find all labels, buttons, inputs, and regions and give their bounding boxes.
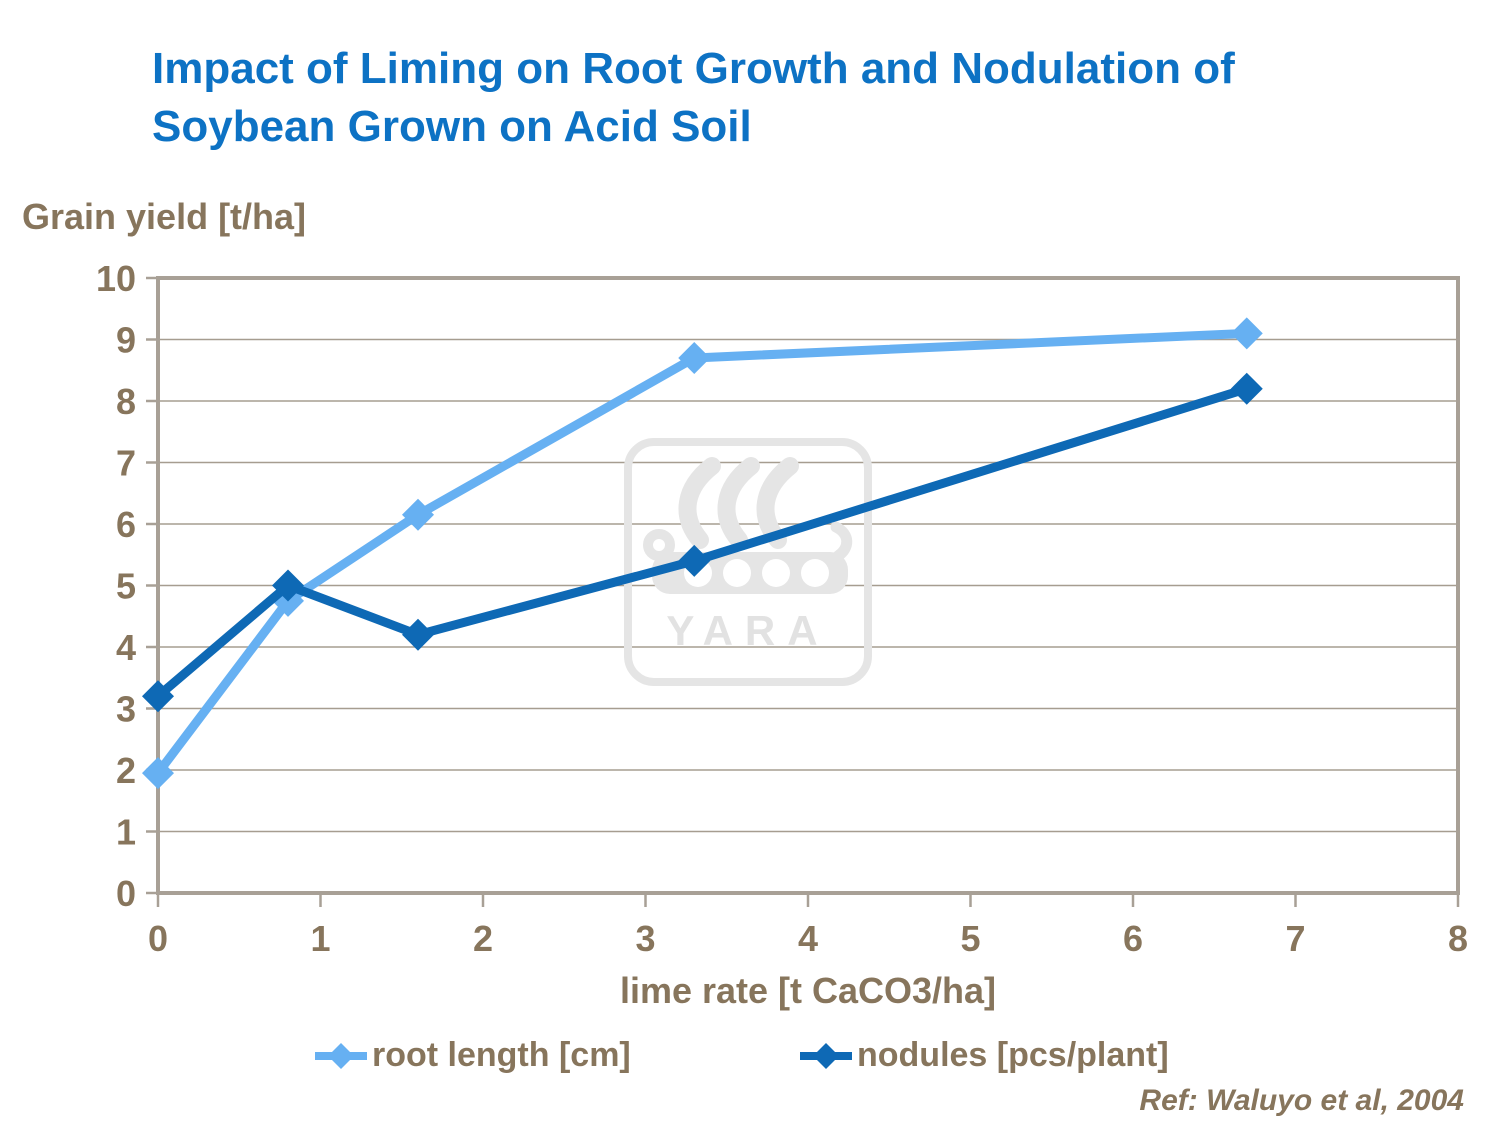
svg-text:3: 3 (635, 918, 655, 959)
svg-text:8: 8 (116, 381, 136, 422)
svg-text:0: 0 (116, 873, 136, 914)
svg-text:5: 5 (116, 566, 136, 607)
legend-entry-root-length: root length [cm] (313, 1036, 631, 1075)
svg-text:6: 6 (1123, 918, 1143, 959)
legend-entry-nodules: nodules [pcs/plant] (798, 1036, 1169, 1075)
axis-ticks-and-labels: 0 1 2 3 4 5 6 7 8 9 10 0 1 2 3 4 5 6 7 8 (96, 258, 1468, 959)
ship-hull-icon (643, 521, 853, 594)
legend-label-nodules: nodules [pcs/plant] (857, 1036, 1169, 1074)
svg-text:8: 8 (1448, 918, 1468, 959)
y-axis-title: Grain yield [t/ha] (22, 196, 307, 237)
svg-text:4: 4 (116, 627, 136, 668)
data-series (142, 317, 1263, 790)
ship-sails-icon (678, 457, 799, 549)
x-axis-title: lime rate [t CaCO3/ha] (620, 970, 996, 1011)
svg-text:10: 10 (96, 258, 136, 299)
svg-text:3: 3 (116, 689, 136, 730)
svg-text:7: 7 (1285, 918, 1305, 959)
legend-label-root-length: root length [cm] (372, 1036, 631, 1074)
legend-marker-nodules (800, 1042, 852, 1069)
watermark-text: YARA (666, 607, 829, 654)
reference-citation: Ref: Waluyo et al, 2004 (1139, 1084, 1464, 1117)
watermark-border (624, 438, 872, 686)
svg-text:6: 6 (116, 504, 136, 545)
svg-text:7: 7 (116, 443, 136, 484)
svg-text:2: 2 (116, 750, 136, 791)
legend-marker-root-length (315, 1042, 367, 1069)
svg-text:1: 1 (310, 918, 330, 959)
svg-text:9: 9 (116, 320, 136, 361)
chart-title: Impact of Liming on Root Growth and Nodu… (152, 44, 1235, 152)
svg-text:0: 0 (148, 918, 168, 959)
svg-text:5: 5 (960, 918, 980, 959)
svg-text:4: 4 (798, 918, 818, 959)
svg-text:2: 2 (473, 918, 493, 959)
yara-watermark-logo: YARA (624, 438, 872, 686)
axis-frame (156, 276, 1460, 895)
svg-text:1: 1 (116, 812, 136, 853)
